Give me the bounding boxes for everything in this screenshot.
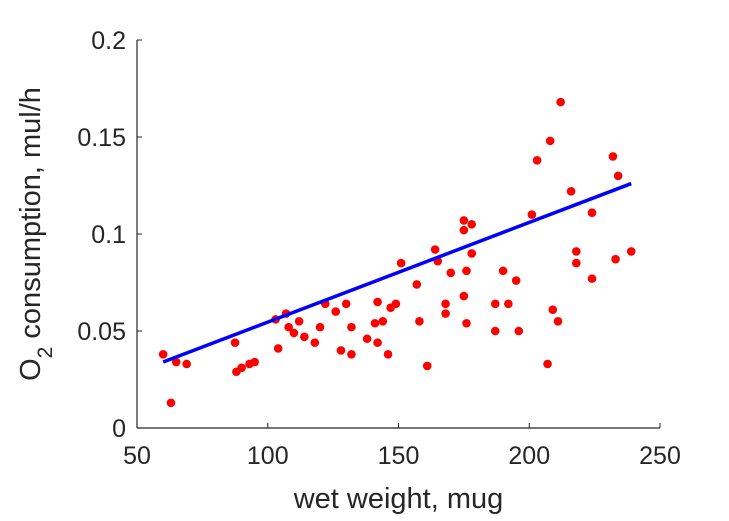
data-point [566,187,576,196]
data-point [378,317,388,326]
data-point [459,216,469,225]
data-point [498,266,508,276]
fit-line-layer [162,181,632,364]
data-point [336,346,346,355]
data-point [373,297,382,307]
x-tick-label: 250 [639,442,681,470]
data-point [611,254,620,264]
x-tick-label: 150 [378,442,420,470]
data-point [182,359,191,369]
data-point [587,208,597,217]
data-point [556,97,565,107]
data-point [362,334,372,344]
data-point [171,357,181,367]
data-point [459,225,469,235]
data-point [548,305,558,314]
data-point [504,299,513,309]
data-point [545,136,555,146]
data-point [613,171,623,181]
y-axis-title-rest: consumption, mul/h [15,87,47,347]
x-tick-label: 200 [508,442,550,470]
data-point [237,363,246,373]
data-point [230,338,240,347]
data-point [284,322,293,332]
data-point [347,349,356,359]
data-point [462,266,471,276]
data-point [391,299,401,309]
tick-labels: 50 100 150 200 250 0 0.05 0.1 0.15 0.2 [77,27,681,470]
data-point [626,247,636,256]
data-point [441,299,450,309]
data-point [331,307,341,316]
data-point [396,258,406,268]
data-point [608,152,618,161]
fit-line [162,181,632,364]
y-tick-label: 0.2 [91,27,126,55]
data-point [467,249,477,258]
data-point [490,299,500,309]
data-point [415,317,424,326]
data-point [422,361,432,371]
data-point [462,318,471,328]
data-point [166,398,176,408]
data-point [383,349,393,359]
y-tick-label: 0.05 [77,318,126,346]
y-tick-label: 0.15 [77,124,126,152]
data-point [587,274,597,283]
data-point [289,328,299,338]
data-point [294,317,304,326]
data-point [412,280,422,289]
x-tick-label: 50 [123,442,151,470]
y-axis-title-subscript: 2 [34,347,57,359]
data-point [158,349,168,359]
data-point [273,344,283,353]
data-point [310,338,320,347]
data-point [370,318,380,328]
data-point [467,220,477,229]
data-point [527,210,537,219]
x-tick-label: 100 [247,442,289,470]
data-point [250,357,259,367]
data-point [430,245,440,254]
x-axis-title: wet weight, mug [293,483,504,515]
data-point [459,291,469,301]
data-point [373,338,382,347]
data-point [300,332,309,342]
axes [136,39,661,429]
data-point [446,268,456,278]
data-point [441,309,450,318]
data-point [572,247,581,256]
y-axis-title: O2 consumption, mul/h [15,87,57,381]
data-point [572,258,581,268]
y-tick-label: 0.1 [91,221,126,249]
data-point [511,276,521,285]
data-point [553,317,563,326]
data-point [543,359,552,369]
data-point [514,326,524,336]
data-point [347,322,356,332]
y-axis-title-main: O [15,358,47,381]
data-point [315,322,325,332]
data-point [490,326,500,336]
y-tick-label: 0 [112,415,126,443]
data-point [532,155,542,165]
data-points [158,97,636,408]
data-point [341,299,351,309]
